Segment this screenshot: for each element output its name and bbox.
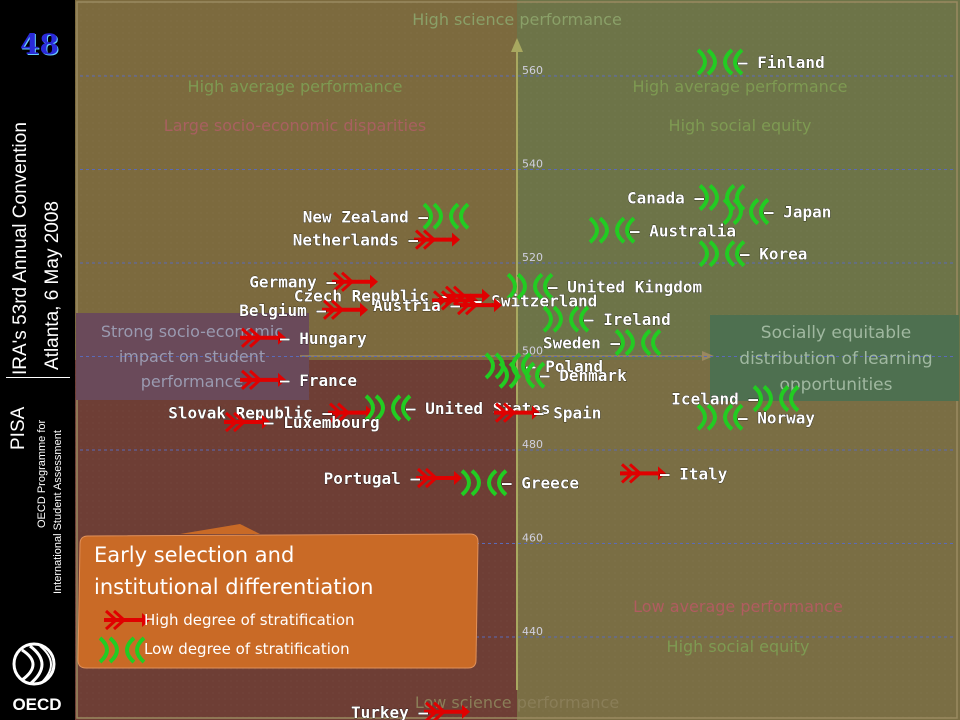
point-label-new-zealand: New Zealand — [303, 207, 429, 226]
right-box-bg [710, 315, 959, 401]
point-finland: — Finland [696, 48, 825, 76]
label-top-right-1: High average performance [633, 77, 848, 96]
point-label-korea: — Korea [740, 245, 807, 264]
tick-label-560: 560 [522, 64, 543, 77]
point-turkey: Turkey — [351, 701, 470, 720]
point-belgium: Belgium — [239, 299, 368, 320]
oecd-logo-text: OECD [12, 695, 61, 714]
point-label-austria: Austria — [373, 296, 460, 315]
legend-box-tab [180, 524, 260, 534]
point-label-belgium: Belgium — [239, 301, 326, 320]
legend: Early selection and institutional differ… [77, 524, 479, 669]
sidebar-divider [6, 377, 70, 378]
legend-low-icon [98, 636, 146, 664]
point-label-united-states: — United States [406, 399, 551, 418]
point-portugal: Portugal — [323, 467, 462, 488]
point-greece: — Greece [460, 469, 579, 497]
point-norway: — Norway [696, 403, 816, 431]
point-australia: — Australia [588, 216, 736, 244]
tick-label-440: 440 [522, 625, 543, 638]
legend-high-label: High degree of stratification [144, 611, 355, 629]
point-germany: Germany — [249, 271, 378, 292]
point-label-portugal: Portugal — [324, 469, 421, 488]
convention-date: Atlanta, 6 May 2008 [42, 201, 63, 370]
tick-label-500: 500 [522, 345, 543, 358]
point-label-france: — France [280, 371, 357, 390]
left-box-bg [76, 313, 309, 400]
point-label-germany: Germany — [249, 273, 336, 292]
slide-number: 48 [20, 28, 59, 61]
legend-box [77, 533, 479, 669]
point-sweden: Sweden — [543, 328, 662, 356]
label-bottom-right-2: High social equity [667, 637, 810, 656]
point-label-netherlands: Netherlands — [293, 231, 419, 250]
point-label-canada: Canada — [627, 189, 704, 208]
point-iceland: Iceland — [671, 385, 800, 413]
tick-label-540: 540 [522, 158, 543, 171]
label-top-left-2: Large socio-economic disparities [164, 116, 426, 135]
point-label-united-kingdom: — United Kingdom [548, 277, 702, 296]
point-label-ireland: — Ireland [584, 310, 671, 329]
point-hungary: — Hungary [240, 327, 367, 348]
label-top-axis: High science performance [412, 10, 622, 29]
point-label-japan: — Japan [764, 203, 831, 222]
point-austria: Austria — [373, 294, 502, 315]
pisa-label: PISA [8, 406, 29, 450]
point-poland: — Poland [484, 352, 603, 380]
programme-line1: OECD Programme for [36, 419, 48, 528]
point-label-iceland: Iceland — [671, 390, 758, 409]
point-label-poland: — Poland [526, 357, 603, 376]
point-spain: — Spain [494, 402, 602, 423]
label-right-box: Socially equitable distribution of learni… [739, 323, 932, 395]
point-denmark: — Denmark [498, 361, 627, 389]
point-label-denmark: — Denmark [540, 366, 627, 385]
point-label-hungary: — Hungary [280, 329, 367, 348]
label-bottom-axis: Low science performance [415, 693, 619, 712]
label-bottom-right-1: Low average performance [633, 597, 843, 616]
point-label-switzerland: — Switzerland [472, 291, 597, 310]
point-label-finland: — Finland [738, 53, 825, 72]
tick-label-460: 460 [522, 532, 543, 545]
tick-label-520: 520 [522, 251, 543, 264]
point-ireland: — Ireland [542, 305, 671, 333]
legend-low-label: Low degree of stratification [144, 640, 350, 658]
point-label-luxembourg: — Luxembourg [264, 413, 380, 432]
point-united-kingdom: — United Kingdom [506, 272, 703, 300]
horizontal-axis-arrow [702, 351, 714, 361]
legend-high-icon [104, 609, 150, 631]
point-label-norway: — Norway [738, 408, 815, 427]
point-france: — France [240, 369, 357, 390]
point-label-greece: — Greece [502, 474, 579, 493]
point-italy: — Italy [620, 463, 728, 484]
convention-title: IRA's 53rd Annual Convention [10, 122, 31, 375]
point-switzerland: — Switzerland [432, 290, 598, 311]
point-canada: Canada — [627, 184, 746, 212]
point-korea: — Korea [698, 240, 808, 268]
label-left-box: Strong socio-economic impact on student pe… [101, 322, 283, 391]
programme-line2: International Student Assessment [52, 430, 64, 594]
vertical-axis-arrow [511, 38, 523, 52]
point-label-slovak-republic: Slovak Republic — [168, 404, 332, 423]
label-top-left-1: High average performance [188, 77, 403, 96]
label-top-right-2: High social equity [669, 116, 812, 135]
legend-title-line1: Early selection and [94, 543, 294, 567]
sidebar: 48 IRA's 53rd Annual Convention Atlanta,… [0, 0, 75, 720]
point-netherlands: Netherlands — [292, 229, 460, 250]
point-label-australia: — Australia [630, 221, 736, 240]
point-luxembourg: — Luxembourg [224, 411, 380, 432]
tick-label-480: 480 [522, 438, 543, 451]
point-japan: — Japan [722, 198, 832, 226]
point-slovak-republic: Slovak Republic — [168, 402, 374, 423]
point-label-spain: — Spain [534, 404, 601, 423]
legend-title-line2: institutional differentiation [94, 575, 373, 599]
point-new-zealand: New Zealand — [302, 202, 470, 230]
point-label-italy: — Italy [660, 464, 728, 483]
oecd-logo: OECD [12, 642, 62, 714]
point-label-sweden: Sweden — [543, 333, 620, 352]
point-label-turkey: Turkey — [351, 703, 428, 720]
